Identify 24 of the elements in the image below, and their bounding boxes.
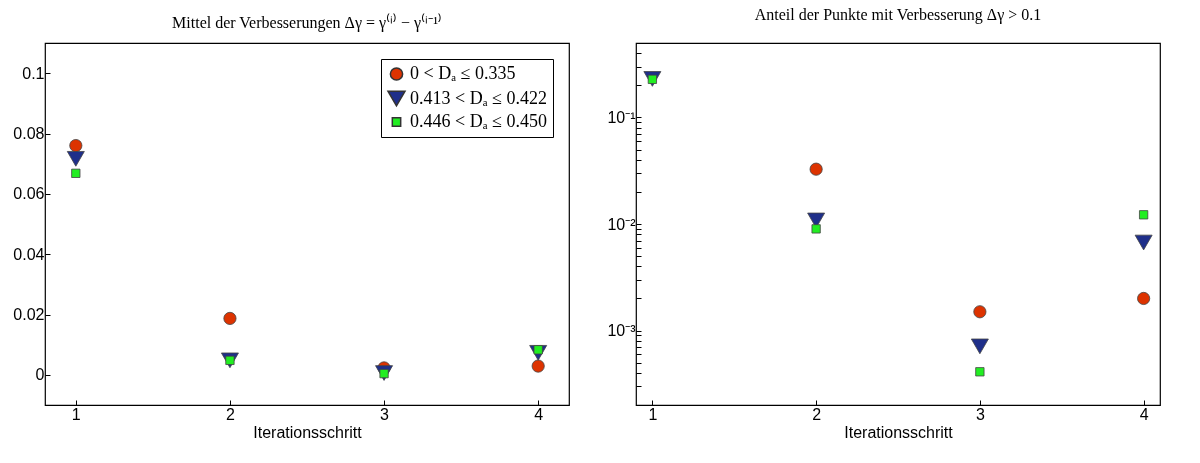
x-tick-label: 2 <box>812 405 822 423</box>
x-tick-label: 1 <box>71 405 81 423</box>
x-axis-title: Iterationsschritt <box>844 423 954 441</box>
chart-title: Anteil der Punkte mit Verbesserung Δγ > 0.1 <box>754 6 1042 24</box>
x-tick-label: 2 <box>225 405 235 423</box>
y-tick-label: 0.02 <box>13 306 45 323</box>
y-tick-label: 10⁻³ <box>607 322 637 340</box>
x-tick-label: 3 <box>975 405 985 423</box>
x-tick-label: 4 <box>1139 405 1149 423</box>
legend-label: 0.446 < Dₐ ≤ 0.450 <box>410 111 547 131</box>
y-tick-label: 10⁻¹ <box>607 108 636 126</box>
legend-label: 0 < Dₐ ≤ 0.335 <box>410 63 516 83</box>
chart-title: Mittel der Verbesserungen Δγ = γ⁽ⁱ⁾ − γ⁽ⁱ⁻¹⁾ <box>172 13 442 32</box>
y-tick-label: 10⁻² <box>607 215 637 233</box>
y-tick-label: 0 <box>35 366 45 384</box>
x-tick-label: 4 <box>534 405 544 423</box>
x-axis-title: Iterationsschritt <box>253 423 363 441</box>
y-tick-label: 0.1 <box>22 64 45 82</box>
y-tick-label: 0.04 <box>13 245 45 263</box>
y-tick-label: 0.08 <box>13 125 45 142</box>
legend-label: 0.413 < Dₐ ≤ 0.422 <box>410 87 547 108</box>
y-tick-label: 0.06 <box>13 185 45 203</box>
x-tick-label: 1 <box>648 405 658 423</box>
x-tick-label: 3 <box>380 405 390 423</box>
